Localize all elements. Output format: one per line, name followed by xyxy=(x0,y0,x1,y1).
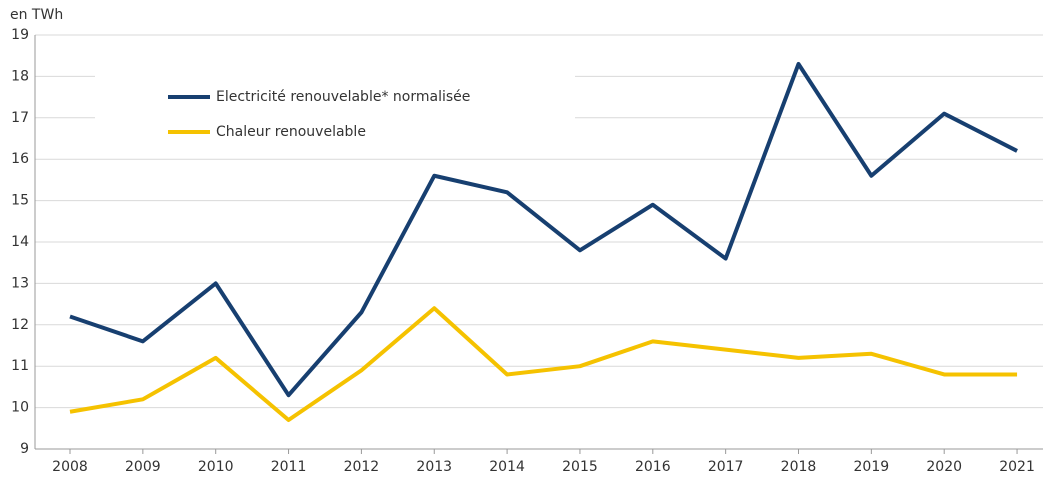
y-tick-label: 12 xyxy=(11,317,29,333)
y-tick-label: 17 xyxy=(11,110,29,126)
y-tick-label: 14 xyxy=(11,234,29,250)
x-tick-label: 2021 xyxy=(999,459,1035,475)
x-tick-label: 2019 xyxy=(854,459,890,475)
x-tick-label: 2020 xyxy=(926,459,962,475)
legend-label: Electricité renouvelable* normalisée xyxy=(216,89,470,105)
x-tick-label: 2010 xyxy=(198,459,234,475)
x-tick-label: 2013 xyxy=(416,459,452,475)
y-tick-label: 19 xyxy=(11,27,29,43)
x-tick-label: 2011 xyxy=(271,459,307,475)
x-tick-label: 2009 xyxy=(125,459,161,475)
y-tick-label: 15 xyxy=(11,193,29,209)
x-tick-label: 2014 xyxy=(489,459,525,475)
y-tick-label: 9 xyxy=(20,441,29,457)
y-tick-label: 16 xyxy=(11,151,29,167)
y-tick-label: 10 xyxy=(11,400,29,416)
y-tick-label: 18 xyxy=(11,68,29,84)
x-tick-label: 2017 xyxy=(708,459,744,475)
line-series xyxy=(69,306,1018,423)
x-tick-label: 2018 xyxy=(781,459,817,475)
y-axis-label: en TWh xyxy=(10,7,63,23)
x-tick-label: 2016 xyxy=(635,459,671,475)
line-series xyxy=(69,61,1018,398)
legend-background xyxy=(95,62,575,157)
x-tick-label: 2012 xyxy=(344,459,380,475)
x-tick-label: 2008 xyxy=(52,459,88,475)
y-tick-label: 13 xyxy=(11,275,29,291)
legend-label: Chaleur renouvelable xyxy=(216,124,366,140)
y-tick-label: 11 xyxy=(11,358,29,374)
x-tick-label: 2015 xyxy=(562,459,598,475)
